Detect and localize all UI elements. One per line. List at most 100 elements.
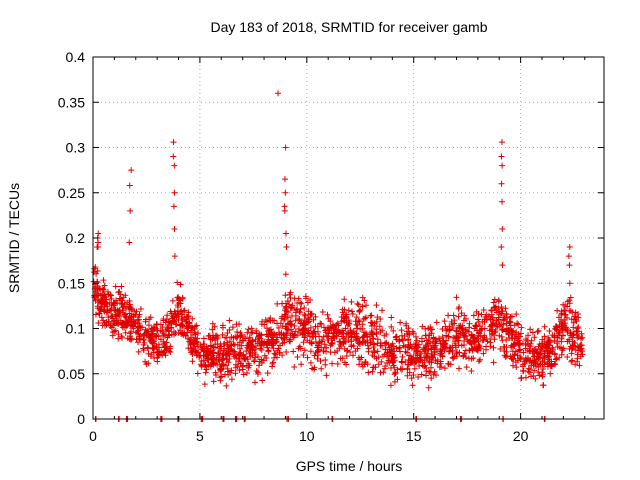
data-point <box>291 322 298 329</box>
data-point <box>348 298 355 305</box>
data-point <box>353 314 360 321</box>
data-point <box>475 319 482 326</box>
data-point <box>441 318 448 325</box>
data-point <box>421 363 428 370</box>
data-point <box>563 326 570 333</box>
data-point <box>127 207 134 214</box>
data-point <box>526 358 533 365</box>
data-point <box>451 340 458 347</box>
data-point <box>486 327 493 334</box>
data-point <box>204 351 211 358</box>
data-point <box>516 333 523 340</box>
data-point <box>272 351 279 358</box>
data-point <box>341 315 348 322</box>
data-point <box>553 355 560 362</box>
data-point <box>410 371 417 378</box>
data-point <box>443 337 450 344</box>
data-point <box>503 310 510 317</box>
data-point <box>368 323 375 330</box>
data-point <box>352 318 359 325</box>
data-point <box>107 292 114 299</box>
data-point <box>371 341 378 348</box>
data-point <box>300 339 307 346</box>
data-point <box>338 343 345 350</box>
data-point <box>345 307 352 314</box>
data-point <box>560 345 567 352</box>
data-point <box>102 301 109 308</box>
data-point <box>513 311 520 318</box>
data-point <box>564 354 571 361</box>
data-point <box>402 343 409 350</box>
data-point <box>338 331 345 338</box>
data-point <box>552 361 559 368</box>
data-point <box>354 345 361 352</box>
data-point <box>345 336 352 343</box>
data-point <box>468 332 475 339</box>
data-point <box>316 333 323 340</box>
data-point <box>122 320 129 327</box>
data-point <box>310 333 317 340</box>
data-point <box>375 361 382 368</box>
data-point <box>541 359 548 366</box>
data-point <box>116 288 123 295</box>
data-point <box>547 348 554 355</box>
data-point <box>104 288 111 295</box>
data-point <box>371 347 378 354</box>
data-point <box>554 343 561 350</box>
data-point <box>406 369 413 376</box>
data-point <box>390 362 397 369</box>
data-point <box>491 304 498 311</box>
data-point <box>298 300 305 307</box>
data-point <box>209 352 216 359</box>
data-point <box>109 332 116 339</box>
data-point <box>122 292 129 299</box>
data-point <box>450 312 457 319</box>
data-point <box>455 313 462 320</box>
data-point <box>95 320 102 327</box>
data-point <box>255 369 262 376</box>
data-point <box>508 313 515 320</box>
data-point <box>318 320 325 327</box>
data-point <box>439 353 446 360</box>
data-point <box>283 348 290 355</box>
data-point <box>385 341 392 348</box>
data-point <box>166 345 173 352</box>
data-point <box>460 334 467 341</box>
data-point <box>148 326 155 333</box>
data-point <box>239 355 246 362</box>
grid-lines <box>93 57 604 419</box>
data-point <box>238 331 245 338</box>
data-point <box>404 336 411 343</box>
data-point <box>421 362 428 369</box>
data-point <box>384 349 391 356</box>
data-point <box>175 297 182 304</box>
data-point <box>413 337 420 344</box>
data-point <box>135 324 142 331</box>
data-point <box>275 324 282 331</box>
data-point <box>347 349 354 356</box>
data-point <box>517 355 524 362</box>
data-point <box>295 317 302 324</box>
data-point <box>238 342 245 349</box>
data-point <box>96 310 103 317</box>
data-point <box>134 317 141 324</box>
data-point <box>135 348 142 355</box>
data-point <box>569 338 576 345</box>
data-point <box>316 340 323 347</box>
data-point <box>324 336 331 343</box>
data-point <box>428 350 435 357</box>
data-point <box>98 300 105 307</box>
data-point <box>248 325 255 332</box>
data-point <box>205 346 212 353</box>
data-point <box>365 348 372 355</box>
data-point <box>380 369 387 376</box>
data-point <box>441 365 448 372</box>
data-point <box>437 350 444 357</box>
data-point <box>274 354 281 361</box>
data-point <box>242 356 249 363</box>
chart-title: Day 183 of 2018, SRMTID for receiver gam… <box>210 19 487 35</box>
data-point <box>418 371 425 378</box>
data-point <box>522 374 529 381</box>
axis-ticks: 0 0.05 0.1 0.15 0.2 0.25 0.3 0.35 0.4 0 5 10 15 20 <box>58 49 604 444</box>
data-point <box>98 314 105 321</box>
